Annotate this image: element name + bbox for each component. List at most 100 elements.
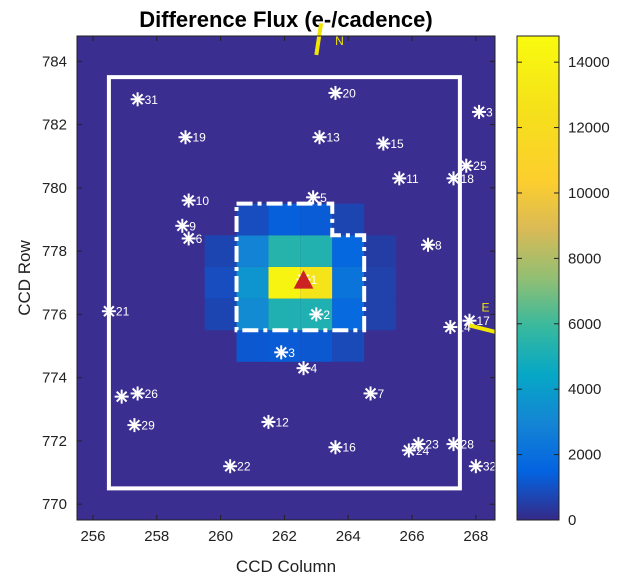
star-marker	[312, 130, 327, 145]
star-marker	[130, 386, 145, 401]
north-arrow	[314, 23, 324, 56]
star-marker-stroke	[103, 305, 115, 317]
star-marker	[411, 437, 426, 452]
star-label: 6	[196, 232, 203, 246]
heatmap-cell	[300, 203, 333, 236]
star-marker-stroke	[377, 137, 389, 150]
star-marker	[328, 85, 343, 100]
star-label: 20	[342, 86, 356, 100]
star-marker	[306, 190, 321, 205]
star-marker	[443, 320, 458, 335]
heatmap-cell	[236, 235, 269, 267]
centroid-marker	[293, 270, 314, 289]
y-tick-label: 784	[42, 53, 67, 70]
y-tick-label: 778	[42, 243, 67, 260]
star-label: 15	[390, 137, 404, 151]
heatmap-cell	[236, 298, 269, 331]
star-marker-stroke	[131, 93, 144, 105]
star-marker	[328, 440, 343, 455]
colorbar-tick-label: 0	[568, 512, 576, 529]
heatmap-cells	[204, 203, 397, 362]
star-label: 19	[192, 131, 206, 145]
y-tick-label: 780	[42, 180, 67, 197]
star-label: 23	[425, 438, 439, 452]
star-label: 14	[457, 321, 471, 335]
star-marker	[446, 437, 461, 452]
x-axis: 256 258 260 262 264 266 268	[80, 36, 488, 545]
heatmap-cell	[268, 235, 301, 267]
colorbar-tick-label: 2000	[568, 447, 601, 464]
star-marker-stroke	[310, 308, 322, 321]
star-marker-stroke	[364, 387, 377, 400]
star-marker-stroke	[422, 239, 434, 251]
heatmap-cell	[204, 298, 237, 331]
star-marker-stroke	[128, 419, 141, 431]
star-label: 21	[116, 305, 130, 319]
star-marker-stroke	[224, 460, 236, 472]
star-marker	[296, 361, 311, 376]
x-axis-label: CCD Column	[236, 557, 336, 576]
colorbar-tick-label: 10000	[568, 185, 610, 202]
colorbar-tick-label: 12000	[568, 120, 610, 137]
star-marker-stroke	[179, 131, 192, 143]
star-label: 16	[342, 441, 356, 455]
mask-outlines	[106, 75, 462, 491]
star-label: 32	[483, 460, 497, 474]
x-tick-label: 260	[208, 528, 233, 545]
star-label: 4	[311, 362, 318, 376]
star-markers: 31 19 20 13 15 3 25 10 5 11 18 96 8 1 21 2 14 17 3 4 26 7 29 12…	[101, 85, 497, 474]
star-label: 1	[311, 273, 318, 287]
star-label: 28	[461, 438, 475, 452]
heatmap-cell	[268, 203, 301, 236]
aperture-outline	[234, 201, 367, 333]
heatmap-cell	[332, 298, 365, 331]
star-marker-stroke	[275, 346, 287, 358]
star-marker-stroke	[470, 460, 482, 472]
star-marker	[472, 104, 487, 119]
star-marker-stroke	[131, 387, 144, 400]
heatmap-cell	[332, 203, 365, 236]
star-label: 2	[323, 308, 330, 322]
star-marker-stroke	[403, 444, 415, 457]
star-marker	[130, 92, 145, 107]
heatmap-cell	[332, 330, 365, 362]
star-label: 22	[237, 460, 251, 474]
colorbar-tick-label: 4000	[568, 381, 601, 398]
star-marker-stroke	[393, 172, 405, 185]
plot-frame	[76, 35, 496, 521]
heatmap-cell	[364, 266, 397, 299]
y-tick-label: 772	[42, 433, 67, 450]
compass: NE	[314, 23, 496, 334]
star-label: 3	[486, 105, 493, 119]
x-tick-label: 258	[144, 528, 169, 545]
y-tick-label: 770	[42, 496, 67, 513]
x-tick-label: 268	[463, 528, 488, 545]
star-marker-stroke	[447, 172, 460, 185]
star-marker-stroke	[463, 315, 476, 327]
star-marker-stroke	[307, 191, 319, 203]
colorbar-ticks: 0 2000 4000 6000 8000 10000 12000 14000	[517, 54, 610, 529]
heatmap-cell	[268, 330, 301, 362]
chart-title: Difference Flux (e-/cadence)	[139, 7, 432, 32]
star-marker-stroke	[447, 438, 460, 450]
y-tick-label: 774	[42, 370, 67, 387]
star-marker	[181, 193, 196, 208]
x-tick-label: 266	[400, 528, 425, 545]
star-label: 3	[288, 346, 295, 360]
star-label: 13	[327, 131, 341, 145]
y-tick-label: 776	[42, 306, 67, 323]
star-marker-stroke	[262, 416, 275, 428]
star-marker	[392, 171, 407, 186]
star-label: 9	[189, 219, 196, 233]
star-marker-stroke	[329, 87, 342, 99]
star-marker-stroke	[297, 362, 310, 374]
star-label: 10	[196, 194, 210, 208]
star-label: 8	[435, 238, 442, 252]
star-label: 17	[476, 314, 490, 328]
star-marker	[114, 389, 129, 404]
heatmap-cell	[300, 235, 333, 267]
star-label: 12	[275, 415, 289, 429]
colorbar-tick-label: 14000	[568, 54, 610, 71]
